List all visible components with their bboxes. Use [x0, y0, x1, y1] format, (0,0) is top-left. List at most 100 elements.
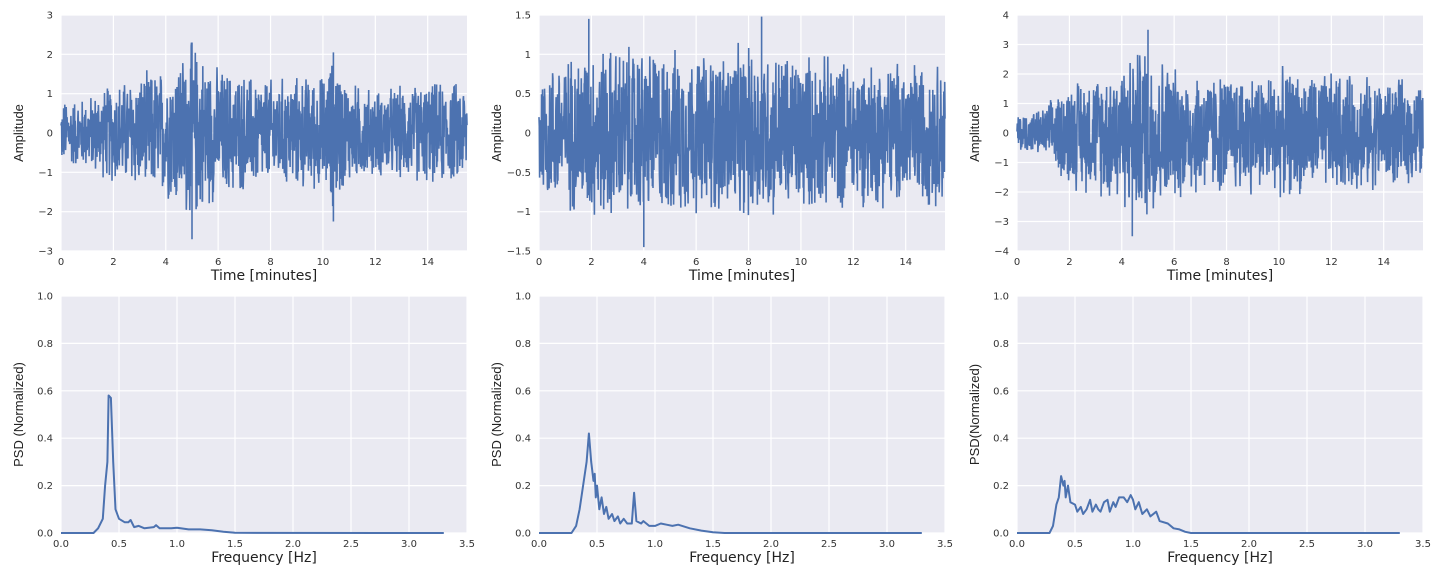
- y-tick-label: −0.5: [507, 168, 531, 179]
- x-tick-label: 0.5: [111, 539, 127, 550]
- x-tick-label: 6: [215, 257, 221, 268]
- x-tick-label: 2: [110, 257, 116, 268]
- y-axis-label: Amplitude: [489, 104, 504, 162]
- x-tick-label: 4: [163, 257, 169, 268]
- y-tick-label: −3: [38, 247, 53, 258]
- plot-background: [539, 296, 945, 533]
- x-tick-label: 2.0: [1241, 539, 1257, 550]
- x-tick-label: 0.5: [1067, 539, 1083, 550]
- x-tick-label: 10: [795, 257, 808, 268]
- x-tick-label: 2: [1066, 257, 1072, 268]
- y-tick-label: 0.4: [37, 434, 53, 445]
- y-axis-label: Amplitude: [11, 104, 26, 162]
- x-tick-label: 3.0: [879, 539, 895, 550]
- x-axis-label: Time [minutes]: [1166, 268, 1273, 284]
- y-tick-label: −1: [994, 158, 1009, 169]
- y-tick-label: 0.2: [993, 481, 1009, 492]
- subplot-bottom-right: 0.0 0.5 1.0 1.5 2.0 2.5 3.0 3.5 0.0 0.2 0.4 0.6 0.8 1…: [967, 292, 1431, 567]
- y-tick-label: 0: [1003, 129, 1009, 140]
- y-tick-label: 0.8: [37, 339, 53, 350]
- y-tick-label: −3: [994, 217, 1009, 228]
- y-tick-label: 2: [47, 50, 53, 61]
- x-tick-label: 2.5: [343, 539, 359, 550]
- x-axis-label: Frequency [Hz]: [1167, 550, 1273, 566]
- y-tick-label: −1.5: [507, 247, 531, 258]
- x-tick-label: 0.0: [53, 539, 69, 550]
- y-tick-label: 0.8: [993, 339, 1009, 350]
- y-axis-label: PSD (Normalized): [11, 362, 26, 467]
- x-tick-label: 3.0: [1357, 539, 1373, 550]
- x-tick-label: 6: [693, 257, 699, 268]
- y-tick-label: 1: [1003, 99, 1009, 110]
- y-tick-label: 1: [47, 89, 53, 100]
- x-tick-label: 3.0: [401, 539, 417, 550]
- x-tick-label: 1.0: [169, 539, 185, 550]
- amplitude-line: [538, 16, 946, 248]
- y-tick-label: 4: [1003, 11, 1009, 22]
- x-tick-label: 0: [536, 257, 542, 268]
- x-tick-label: 2.5: [821, 539, 837, 550]
- y-tick-label: 0.6: [515, 386, 531, 397]
- x-tick-label: 1.0: [647, 539, 663, 550]
- y-axis-label: PSD(Normalized): [967, 364, 982, 465]
- x-tick-label: 1.0: [1125, 539, 1141, 550]
- x-axis-label: Time [minutes]: [210, 268, 317, 284]
- x-tick-label: 8: [745, 257, 751, 268]
- y-tick-label: 3: [47, 11, 53, 22]
- x-tick-label: 1.5: [705, 539, 721, 550]
- x-tick-label: 8: [1223, 257, 1229, 268]
- y-tick-label: −4: [994, 247, 1009, 258]
- y-tick-label: 0.5: [515, 89, 531, 100]
- y-tick-label: 0.2: [515, 481, 531, 492]
- y-tick-label: 1.0: [37, 292, 53, 303]
- x-tick-label: 4: [1119, 257, 1125, 268]
- x-tick-label: 10: [317, 257, 330, 268]
- y-tick-label: −2: [38, 207, 53, 218]
- x-axis-label: Frequency [Hz]: [211, 550, 317, 566]
- x-tick-label: 0.0: [531, 539, 547, 550]
- subplot-top-middle: 0 2 4 6 8 10 12 14 −1.5 −1 −0.5 0 0.5 1 1.5 Time [minut…: [489, 11, 946, 284]
- y-tick-label: 2: [1003, 70, 1009, 81]
- y-tick-label: 0.8: [515, 339, 531, 350]
- x-tick-label: 2: [588, 257, 594, 268]
- amplitude-line: [1016, 29, 1424, 237]
- x-tick-label: 0: [58, 257, 64, 268]
- x-tick-label: 3.5: [937, 539, 953, 550]
- y-tick-label: 0.6: [37, 386, 53, 397]
- y-tick-label: 1.0: [515, 292, 531, 303]
- subplot-bottom-middle: 0.0 0.5 1.0 1.5 2.0 2.5 3.0 3.5 0.0 0.2 0.4 0.6 0.8 1…: [489, 292, 953, 567]
- x-tick-label: 8: [267, 257, 273, 268]
- psd-line: [1017, 475, 1400, 534]
- x-axis-label: Time [minutes]: [688, 268, 795, 284]
- y-tick-label: −2: [994, 188, 1009, 199]
- x-tick-label: 10: [1273, 257, 1286, 268]
- x-tick-label: 12: [369, 257, 382, 268]
- x-tick-label: 3.5: [459, 539, 475, 550]
- x-tick-label: 1.5: [227, 539, 243, 550]
- y-tick-label: 1: [525, 50, 531, 61]
- x-tick-label: 0: [1014, 257, 1020, 268]
- x-tick-label: 14: [899, 257, 912, 268]
- y-tick-label: 1.5: [515, 11, 531, 22]
- x-tick-label: 2.5: [1299, 539, 1315, 550]
- psd-line: [61, 394, 444, 534]
- x-tick-label: 2.0: [285, 539, 301, 550]
- y-tick-label: −1: [516, 207, 531, 218]
- x-tick-label: 1.5: [1183, 539, 1199, 550]
- x-tick-label: 6: [1171, 257, 1177, 268]
- x-tick-label: 14: [1377, 257, 1390, 268]
- x-tick-label: 0.5: [589, 539, 605, 550]
- y-tick-label: 3: [1003, 40, 1009, 51]
- x-tick-label: 3.5: [1415, 539, 1431, 550]
- y-axis-label: Amplitude: [967, 104, 982, 162]
- x-tick-label: 0.0: [1009, 539, 1025, 550]
- plot-background: [1017, 296, 1423, 533]
- psd-line: [539, 432, 922, 534]
- y-tick-label: 0.4: [993, 434, 1009, 445]
- y-tick-label: 0.6: [993, 386, 1009, 397]
- x-tick-label: 2.0: [763, 539, 779, 550]
- x-axis-label: Frequency [Hz]: [689, 550, 795, 566]
